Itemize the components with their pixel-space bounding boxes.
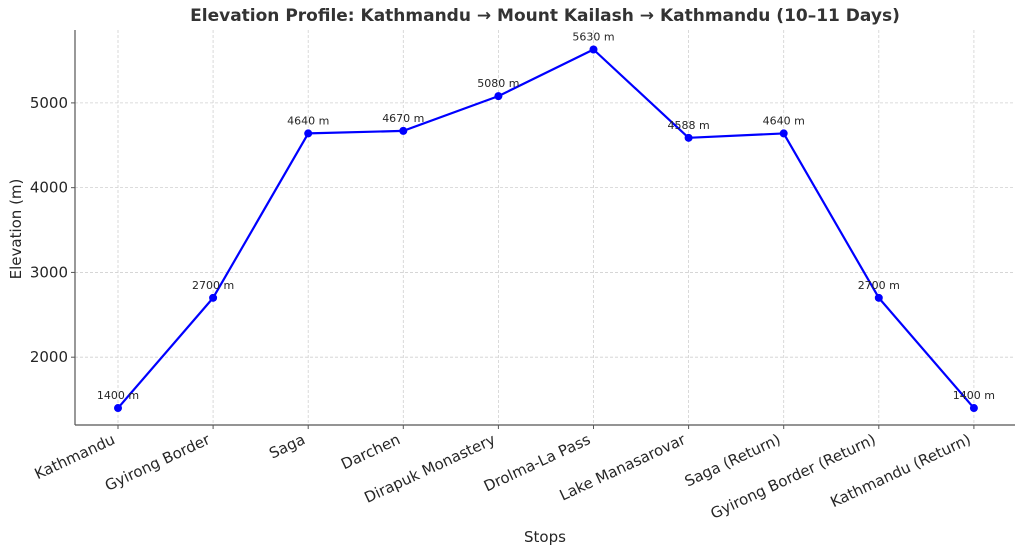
data-point-marker [589,45,598,54]
data-point-marker [684,133,693,142]
data-point-marker [209,293,218,302]
data-point-label: 5080 m [477,77,519,90]
elevation-line [117,48,975,409]
data-point-label: 4640 m [287,114,329,127]
x-tick-label: Saga [266,430,308,462]
data-point-marker [114,404,122,413]
data-point-marker [399,126,408,135]
y-tick-label: 5000 [30,94,68,112]
data-point-label: 2700 m [192,279,234,292]
grid-lines [75,30,1015,425]
y-axis-ticks: 2000 3000 4000 5000 [30,94,75,366]
axes [74,30,1015,426]
x-tick-label: Darchen [338,430,403,473]
y-axis-label: Elevation (m) [7,179,25,280]
y-tick-label: 3000 [30,263,68,281]
data-point-marker [779,129,788,138]
x-tick-label: Gyirong Border (Return) [708,430,879,522]
y-tick-label: 4000 [30,179,68,197]
data-point-label: 2700 m [858,279,900,292]
y-tick-label: 2000 [30,348,68,366]
data-point-label: 4670 m [382,112,424,125]
chart-title: Elevation Profile: Kathmandu → Mount Kai… [190,6,900,26]
data-point-marker [874,293,883,302]
x-tick-label: Kathmandu [32,430,118,483]
x-axis-label: Stops [524,528,566,546]
data-labels: 1400 m 2700 m 4640 m 4670 m 5080 m 5630 m 4588… [97,30,995,402]
data-point-marker [494,92,503,101]
x-tick-label: Gyirong Border [102,430,213,495]
data-point-marker [969,404,978,413]
data-point-marker [304,129,313,138]
data-point-label: 4640 m [763,114,805,127]
data-point-label: 4588 m [667,119,709,132]
data-point-label: 1400 m [97,389,139,402]
data-point-label: 5630 m [572,30,614,43]
elevation-series [114,45,978,413]
data-point-label: 1400 m [953,389,995,402]
